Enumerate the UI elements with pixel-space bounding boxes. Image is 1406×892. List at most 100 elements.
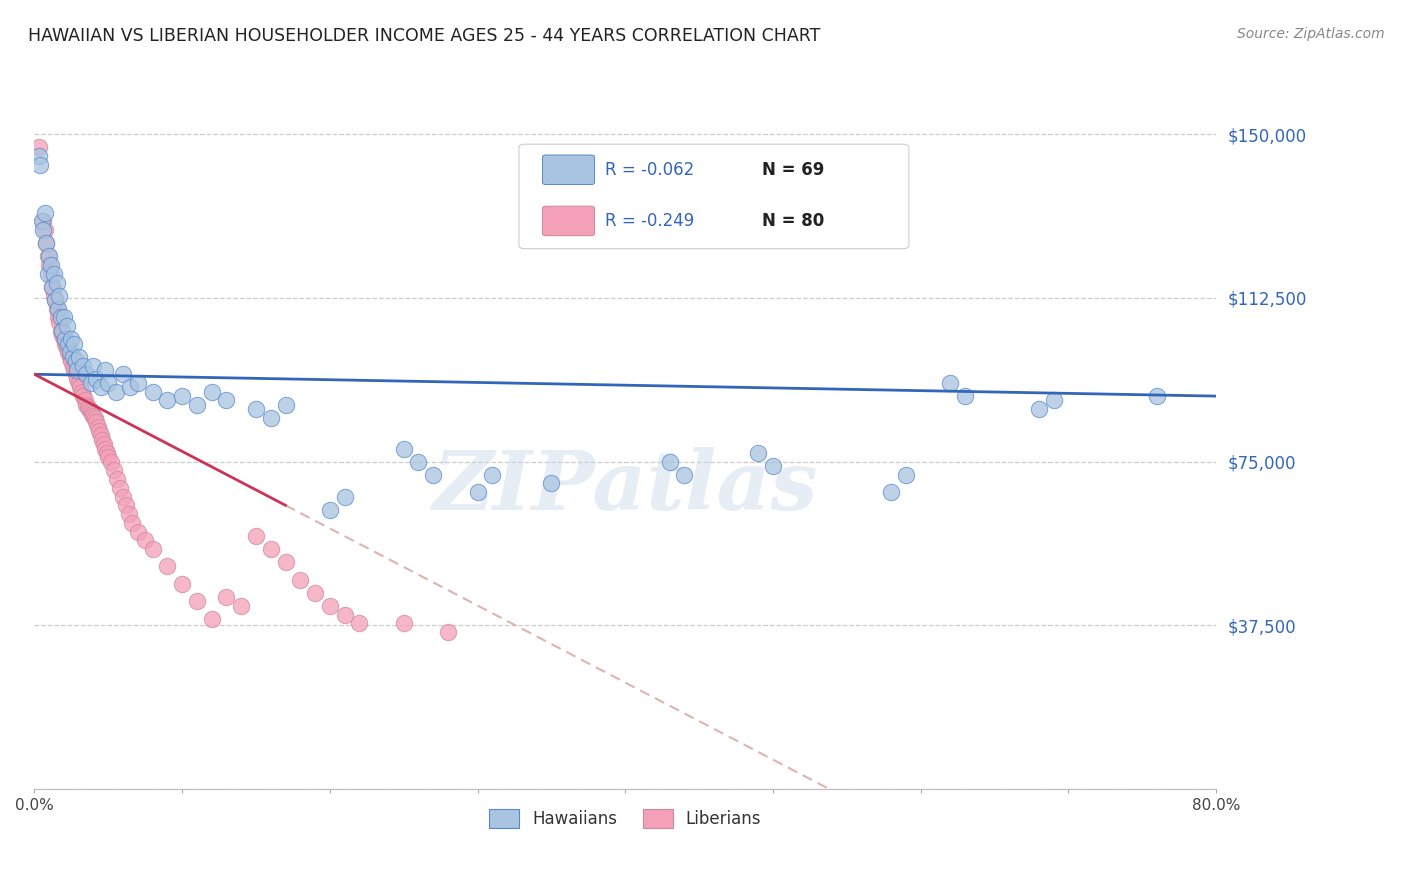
- Point: [32, 223, 55, 237]
- Point: [172, 577, 194, 591]
- Point: [37, 249, 59, 263]
- Point: [46, 301, 69, 316]
- Point: [34, 205, 56, 219]
- Text: Source: ZipAtlas.com: Source: ZipAtlas.com: [1237, 27, 1385, 41]
- Point: [939, 376, 962, 390]
- Point: [260, 541, 283, 556]
- Point: [304, 585, 326, 599]
- Point: [156, 393, 179, 408]
- Point: [55, 332, 77, 346]
- Point: [63, 363, 86, 377]
- Point: [45, 301, 67, 316]
- Point: [1146, 389, 1168, 403]
- Point: [231, 599, 253, 613]
- Point: [894, 467, 917, 482]
- Point: [747, 446, 769, 460]
- Point: [28, 149, 51, 163]
- Point: [245, 529, 267, 543]
- Point: [73, 393, 96, 408]
- Point: [134, 533, 156, 548]
- Point: [38, 249, 60, 263]
- Point: [77, 402, 100, 417]
- Point: [481, 467, 503, 482]
- Point: [186, 594, 208, 608]
- Point: [97, 376, 120, 390]
- Point: [48, 288, 70, 302]
- Point: [56, 341, 79, 355]
- Point: [97, 450, 120, 465]
- Point: [66, 363, 89, 377]
- Point: [762, 458, 785, 473]
- Point: [540, 476, 562, 491]
- Point: [30, 158, 52, 172]
- Point: [70, 384, 93, 399]
- Point: [32, 214, 55, 228]
- Point: [35, 236, 58, 251]
- Point: [127, 524, 149, 539]
- Point: [45, 276, 67, 290]
- Point: [28, 140, 51, 154]
- Point: [37, 267, 59, 281]
- Point: [94, 442, 117, 456]
- Point: [75, 398, 97, 412]
- Point: [94, 363, 117, 377]
- Point: [82, 359, 104, 373]
- Point: [467, 485, 489, 500]
- Point: [1042, 393, 1064, 408]
- Point: [118, 507, 141, 521]
- Point: [67, 350, 90, 364]
- Point: [142, 384, 165, 399]
- Point: [42, 267, 65, 281]
- Point: [392, 616, 415, 631]
- Point: [274, 398, 297, 412]
- Point: [172, 389, 194, 403]
- Point: [89, 424, 111, 438]
- Point: [90, 428, 112, 442]
- Point: [142, 541, 165, 556]
- Text: N = 80: N = 80: [762, 212, 824, 230]
- Point: [245, 402, 267, 417]
- Point: [72, 359, 94, 373]
- Point: [127, 376, 149, 390]
- Point: [90, 380, 112, 394]
- Point: [69, 380, 91, 394]
- Point: [39, 258, 62, 272]
- Text: R = -0.062: R = -0.062: [605, 161, 695, 179]
- Point: [38, 258, 60, 272]
- Point: [52, 310, 75, 325]
- Point: [49, 324, 72, 338]
- Point: [201, 612, 224, 626]
- Point: [87, 419, 110, 434]
- Point: [111, 368, 134, 382]
- Point: [44, 293, 66, 307]
- Point: [58, 345, 80, 359]
- Point: [56, 319, 79, 334]
- Point: [55, 336, 77, 351]
- Point: [34, 223, 56, 237]
- Point: [91, 433, 114, 447]
- Point: [658, 455, 681, 469]
- Point: [111, 490, 134, 504]
- Text: N = 69: N = 69: [762, 161, 825, 179]
- Point: [673, 467, 696, 482]
- Point: [84, 411, 107, 425]
- Point: [79, 376, 101, 390]
- Point: [35, 236, 58, 251]
- Point: [66, 371, 89, 385]
- Point: [59, 350, 82, 364]
- Point: [201, 384, 224, 399]
- Point: [156, 559, 179, 574]
- Point: [215, 393, 238, 408]
- Point: [79, 404, 101, 418]
- Point: [52, 332, 75, 346]
- Point: [290, 573, 312, 587]
- Point: [319, 502, 342, 516]
- Legend: Hawaiians, Liberians: Hawaiians, Liberians: [482, 803, 768, 835]
- Point: [51, 324, 73, 338]
- Point: [100, 455, 122, 469]
- Point: [86, 415, 108, 429]
- FancyBboxPatch shape: [543, 206, 595, 235]
- Point: [274, 555, 297, 569]
- Point: [953, 389, 976, 403]
- Point: [333, 490, 356, 504]
